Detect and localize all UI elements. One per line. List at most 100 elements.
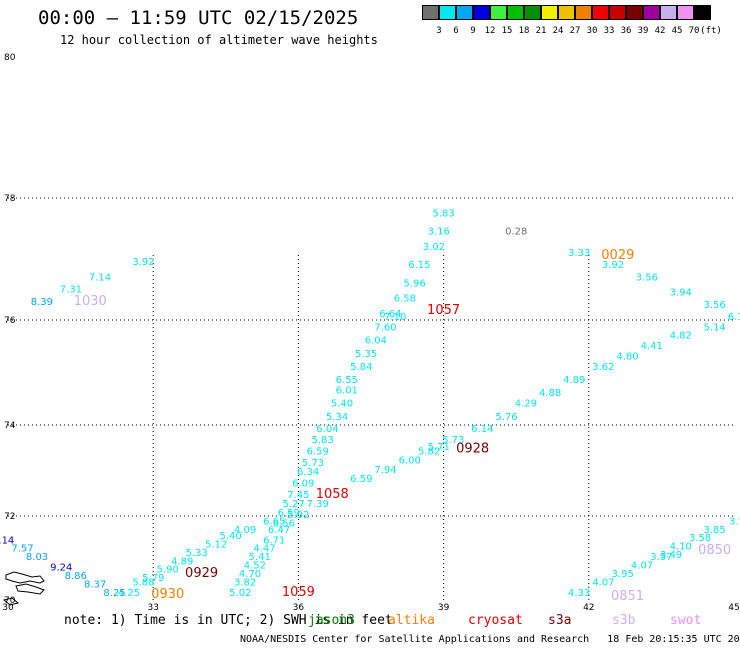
wave-height-value: 4.10 bbox=[670, 542, 692, 553]
legend-swatch bbox=[439, 5, 456, 20]
wave-height-value: 3.02 bbox=[423, 242, 445, 253]
wave-height-value: 6.01 bbox=[336, 386, 358, 397]
legend-swatch bbox=[558, 5, 575, 20]
longitude-tick-label: 42 bbox=[583, 603, 594, 613]
wave-height-value: 5.40 bbox=[220, 531, 242, 542]
pass-time-label: 1059 bbox=[282, 585, 315, 600]
wave-height-value: 6.14 bbox=[471, 424, 493, 435]
wave-height-value: 6.64 bbox=[379, 309, 401, 320]
wave-height-value: 7.31 bbox=[60, 285, 82, 296]
legend-label: 27 bbox=[569, 26, 581, 36]
legend-swatch bbox=[643, 5, 660, 20]
wave-height-value: 4.07 bbox=[592, 577, 614, 588]
wave-height-value: 7.60 bbox=[374, 323, 396, 334]
wave-height-value: 4.09 bbox=[234, 525, 256, 536]
wave-height-value: 6.55 bbox=[336, 375, 358, 386]
legend-label: 18 bbox=[518, 26, 530, 36]
legend-label: 3 bbox=[436, 26, 442, 36]
wave-height-value: 5.27 bbox=[282, 499, 304, 510]
wave-height-value: 6.59 bbox=[307, 447, 329, 458]
wave-height-value: 3.58 bbox=[689, 533, 711, 544]
pass-time-label: 1057 bbox=[427, 303, 460, 318]
satellite-name: s3a bbox=[548, 613, 572, 628]
wave-height-value: 4.82 bbox=[670, 330, 692, 341]
wave-height-value: 7.14 bbox=[89, 272, 111, 283]
wave-height-value: 3.92 bbox=[602, 260, 624, 271]
wave-height-value: 5.34 bbox=[326, 412, 348, 423]
wave-height-value: 5.73 bbox=[442, 435, 464, 446]
wave-height-value: 3.85 bbox=[704, 525, 726, 536]
legend-swatch bbox=[541, 5, 558, 20]
legend-swatch bbox=[422, 5, 439, 20]
wave-height-value: 5.92 bbox=[287, 510, 309, 521]
wave-height-value: 6.04 bbox=[316, 424, 338, 435]
wave-height-value: 0.28 bbox=[505, 227, 527, 238]
legend-label: 36 bbox=[620, 26, 632, 36]
satellite-name: swot bbox=[670, 613, 702, 628]
wave-height-value: 5.40 bbox=[331, 399, 353, 410]
legend-swatch bbox=[524, 5, 541, 20]
wave-height-value: 5.12 bbox=[205, 540, 227, 551]
wave-height-value: 6.34 bbox=[297, 467, 319, 478]
wave-height-value: 4.47 bbox=[253, 544, 275, 555]
wave-height-value: 6.47 bbox=[268, 525, 290, 536]
wave-height-value: 9.14 bbox=[0, 535, 14, 546]
wave-height-value: 5.83 bbox=[432, 208, 454, 219]
wave-height-value: 6.04 bbox=[365, 336, 387, 347]
wave-height-value: 7.39 bbox=[307, 499, 329, 510]
latitude-tick-label: 74 bbox=[4, 421, 16, 431]
wave-height-value: 3.56 bbox=[636, 272, 658, 283]
legend-swatch bbox=[694, 5, 711, 20]
wave-height-value: 5.41 bbox=[249, 552, 271, 563]
footer-note: note: 1) Time is in UTC; 2) SWH is in fe… bbox=[64, 613, 393, 628]
wave-height-value: 4.89 bbox=[563, 375, 585, 386]
wave-height-value: 9.24 bbox=[50, 563, 72, 574]
longitude-tick-label: 39 bbox=[438, 603, 450, 613]
latitude-tick-label: 80 bbox=[4, 53, 16, 63]
wave-height-labels: 5.83 3.16 3.02 6.15 5.96 6.58 6.647.107.60 6.04… bbox=[0, 208, 740, 599]
wave-height-value: 4.25 bbox=[118, 588, 140, 599]
wave-height-value: 3.33 bbox=[568, 248, 590, 259]
pass-time-label: 1030 bbox=[74, 294, 107, 309]
satellite-name: jason3 bbox=[308, 613, 355, 628]
legend-swatch bbox=[660, 5, 677, 20]
wave-height-value: 6.14 bbox=[728, 312, 740, 323]
wave-height-value: 5.14 bbox=[704, 323, 726, 334]
legend-label: 45 bbox=[671, 26, 683, 36]
legend-label: 33 bbox=[603, 26, 615, 36]
graticule bbox=[8, 197, 734, 600]
latitude-tick-label: 70 bbox=[4, 596, 16, 606]
longitude-tick-label: 30 bbox=[2, 603, 14, 613]
wave-height-value: 6.71 bbox=[263, 535, 285, 546]
wave-height-value: 5.82 bbox=[418, 447, 440, 458]
legend-label: 24 bbox=[552, 26, 564, 36]
wave-height-value: 8.25 bbox=[103, 588, 125, 599]
wave-height-value: 7.94 bbox=[374, 465, 396, 476]
wave-height-value: 5.84 bbox=[350, 362, 372, 373]
wave-height-value: 6.58 bbox=[394, 294, 416, 305]
legend-label: 12 bbox=[484, 26, 496, 36]
wave-height-value: 3.56 bbox=[704, 300, 726, 311]
pass-time-label: 1058 bbox=[316, 487, 349, 502]
pass-time-label: 0851 bbox=[611, 589, 644, 604]
wave-height-value: 6.59 bbox=[350, 474, 372, 485]
wave-height-value: 5.33 bbox=[186, 548, 208, 559]
wave-height-value: 3.94 bbox=[670, 288, 692, 299]
legend-swatch bbox=[456, 5, 473, 20]
legend-swatch bbox=[507, 5, 524, 20]
legend-swatch bbox=[626, 5, 643, 20]
legend-swatch bbox=[473, 5, 490, 20]
legend-swatch bbox=[677, 5, 694, 20]
wave-height-value: 5.02 bbox=[229, 588, 251, 599]
wave-height-value: 6.65 bbox=[263, 516, 285, 527]
pass-time-label: 0850 bbox=[698, 543, 731, 558]
wave-height-value: 5.90 bbox=[157, 565, 179, 576]
satellite-name: altika bbox=[388, 613, 435, 628]
wave-height-value: 4.29 bbox=[515, 399, 537, 410]
wave-height-value: 4.80 bbox=[616, 351, 638, 362]
wave-height-value: 6.59 bbox=[278, 508, 300, 519]
coastline-land bbox=[2, 571, 45, 606]
